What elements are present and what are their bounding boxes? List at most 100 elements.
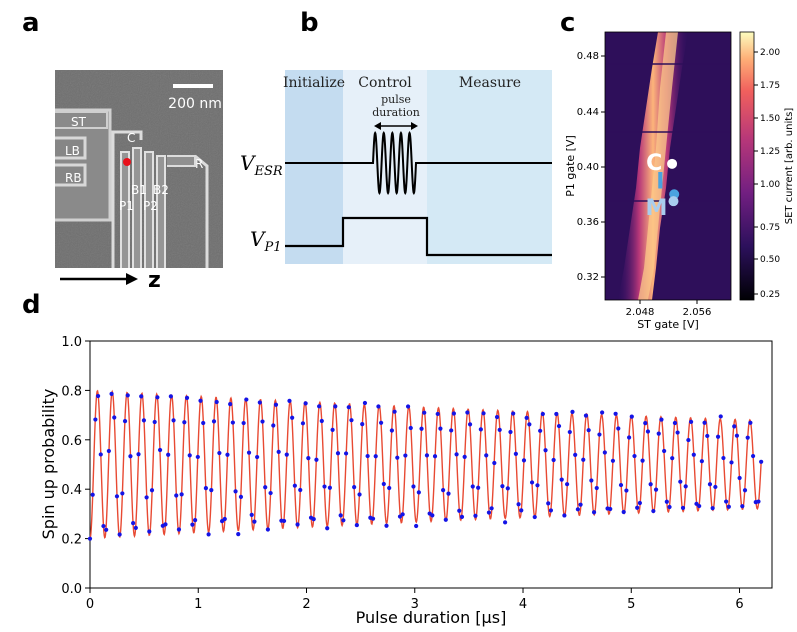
data-point xyxy=(287,398,292,403)
x-tick-label: 6 xyxy=(735,597,743,612)
data-point xyxy=(678,479,683,484)
data-point xyxy=(664,499,669,504)
data-point xyxy=(87,536,93,541)
data-point xyxy=(300,421,306,426)
data-point xyxy=(360,422,365,427)
data-point xyxy=(147,529,152,534)
data-point xyxy=(187,453,192,458)
data-point xyxy=(90,492,95,497)
gate-label-c: C xyxy=(127,131,135,145)
data-point xyxy=(651,508,656,514)
data-point xyxy=(438,426,443,431)
data-point xyxy=(670,456,675,461)
z-axis-arrow: z xyxy=(60,268,161,293)
gate-label-b2: B2 xyxy=(153,183,169,197)
cbar-tick-label: 1.50 xyxy=(760,114,780,124)
data-point xyxy=(702,420,707,425)
data-point xyxy=(389,428,394,433)
data-point xyxy=(233,489,238,494)
data-point xyxy=(705,433,710,439)
data-point xyxy=(740,504,745,509)
data-point xyxy=(222,516,227,522)
pulse-label-line1: pulse xyxy=(381,93,411,106)
phase-initialize-label: Initialize xyxy=(283,75,345,91)
chart-ylabel: Spin up probability xyxy=(39,389,58,540)
data-point xyxy=(306,455,311,461)
data-point xyxy=(136,452,141,457)
data-point xyxy=(284,452,289,457)
data-point xyxy=(640,458,645,463)
data-point xyxy=(724,499,729,504)
data-point xyxy=(228,402,233,407)
data-point xyxy=(489,506,494,511)
data-point xyxy=(104,527,109,532)
data-point xyxy=(373,454,378,459)
data-point xyxy=(494,414,500,420)
data-point xyxy=(295,522,300,527)
data-point xyxy=(400,512,405,517)
data-point xyxy=(211,419,217,424)
data-point xyxy=(357,492,362,497)
data-point xyxy=(683,484,688,489)
data-point xyxy=(656,431,661,436)
data-point xyxy=(742,488,748,493)
heatmap-point-label-m: M xyxy=(645,196,667,221)
data-point xyxy=(298,487,303,493)
panel-a-sem-image: 200 nm ST LB RB C B1 B2 P1 P2 R xyxy=(55,70,223,268)
data-point xyxy=(335,451,341,456)
data-point xyxy=(155,395,160,400)
data-point xyxy=(376,404,381,409)
v-p1-label: VP1 xyxy=(250,227,281,255)
data-point xyxy=(241,420,246,426)
data-point xyxy=(281,518,287,524)
data-point xyxy=(230,420,235,425)
data-point xyxy=(290,415,295,420)
data-point xyxy=(182,420,187,425)
data-point xyxy=(203,486,209,491)
data-point xyxy=(149,488,155,493)
data-point xyxy=(675,430,680,435)
data-point xyxy=(470,484,475,489)
cbar-tick-label: 0.25 xyxy=(760,290,780,300)
data-point xyxy=(597,432,602,437)
data-point xyxy=(565,482,570,487)
y-tick-label: 0.6 xyxy=(61,434,82,449)
data-point xyxy=(726,504,731,509)
data-point xyxy=(217,450,222,456)
data-point xyxy=(511,411,516,416)
pulse-duration-arrow xyxy=(374,122,418,130)
data-point xyxy=(322,484,327,489)
panel-b-pulse-sequence: Initialize Control Measure pulse duratio… xyxy=(240,70,552,264)
phase-control-label: Control xyxy=(358,75,412,91)
data-point xyxy=(548,508,554,513)
data-point xyxy=(613,411,618,416)
data-point xyxy=(632,453,637,459)
data-point xyxy=(435,411,440,417)
data-point xyxy=(246,450,252,455)
data-point xyxy=(352,485,357,490)
data-point xyxy=(718,414,723,419)
y-tick-label: 0.40 xyxy=(577,162,599,173)
data-point xyxy=(478,427,483,432)
data-point xyxy=(691,452,696,457)
data-point xyxy=(411,484,416,489)
cbar-tick-label: 0.50 xyxy=(760,255,780,265)
data-point xyxy=(166,452,171,457)
data-point xyxy=(346,405,351,410)
data-point xyxy=(176,527,182,532)
data-point xyxy=(408,425,413,431)
data-point xyxy=(627,435,632,440)
data-point xyxy=(338,513,343,518)
data-point xyxy=(395,455,400,460)
panel-letter-a: a xyxy=(22,8,40,38)
gate-label-lb: LB xyxy=(65,144,80,158)
x-tick-label: 0 xyxy=(86,597,94,612)
data-point xyxy=(381,481,386,487)
data-point xyxy=(144,495,149,500)
data-point xyxy=(551,457,556,463)
data-point xyxy=(521,458,527,463)
data-point xyxy=(236,532,241,537)
cbar-tick-label: 2.00 xyxy=(760,48,780,58)
data-point xyxy=(697,503,702,509)
data-point xyxy=(163,522,168,527)
